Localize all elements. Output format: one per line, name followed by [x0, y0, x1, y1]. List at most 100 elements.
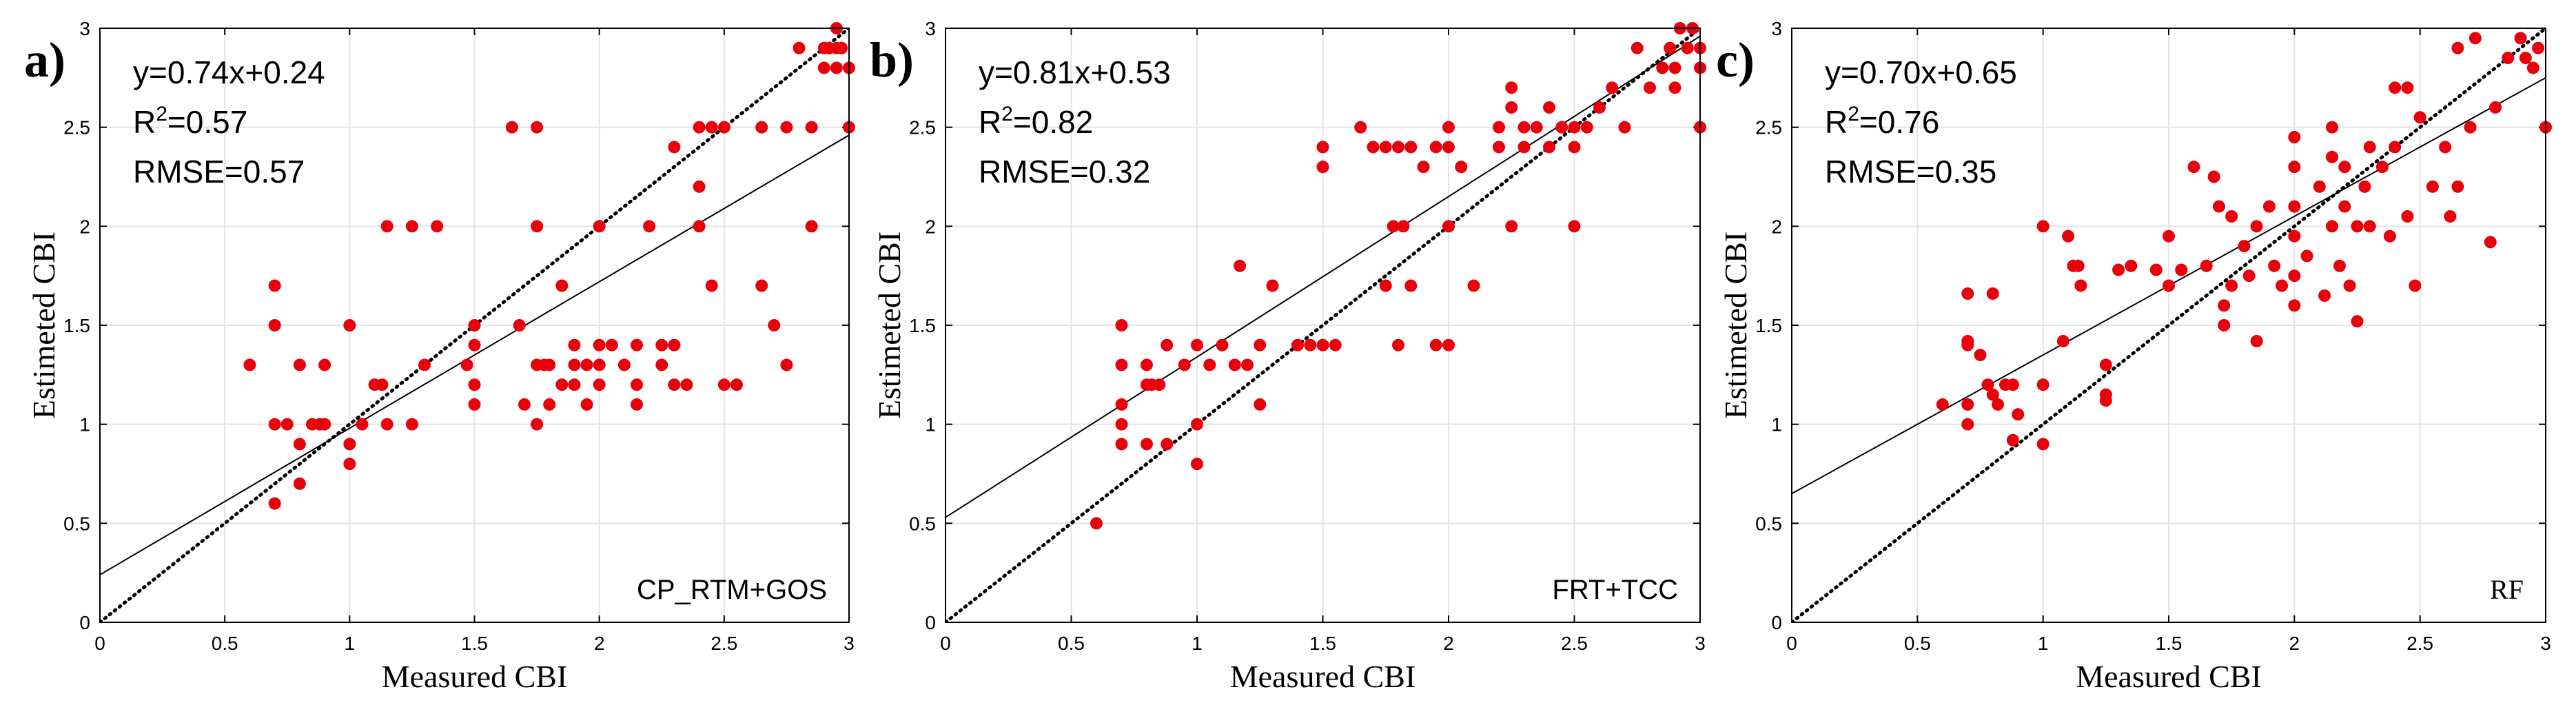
data-point	[655, 338, 668, 351]
data-point	[1442, 121, 1455, 134]
data-point	[1429, 141, 1442, 154]
x-axis-label: Measured CBI	[1230, 659, 1416, 694]
data-point	[1429, 338, 1442, 351]
data-point	[2444, 210, 2457, 223]
data-point	[793, 41, 806, 54]
y-tick-label: 1.5	[63, 315, 90, 336]
data-point	[1178, 358, 1191, 371]
y-tick-label: 2.5	[1755, 117, 1782, 139]
data-point	[1986, 388, 1999, 401]
data-point	[380, 418, 393, 431]
x-tick-label: 1	[1192, 633, 1203, 654]
data-point	[2409, 279, 2422, 292]
r-squared-value: =0.76	[1859, 104, 1939, 140]
data-point	[2532, 41, 2545, 54]
data-point	[1517, 121, 1531, 134]
data-point	[460, 358, 473, 371]
data-point	[2268, 259, 2281, 272]
data-point	[1291, 338, 1304, 351]
data-point	[580, 358, 593, 371]
panel-label: b)	[870, 32, 914, 88]
r-squared-symbol: R	[1825, 104, 1848, 140]
data-point	[1442, 338, 1455, 351]
data-point	[1681, 41, 1694, 54]
data-point	[2502, 52, 2515, 65]
data-point	[1568, 121, 1581, 134]
data-point	[780, 121, 793, 134]
data-point	[2351, 315, 2364, 328]
r-squared-superscript: 2	[1001, 103, 1013, 125]
data-point	[680, 378, 693, 391]
data-point	[268, 418, 281, 431]
data-point	[1191, 338, 1203, 351]
data-point	[2225, 210, 2238, 223]
data-point	[1228, 358, 1241, 371]
data-point	[2036, 438, 2049, 451]
x-tick-label: 1	[345, 633, 356, 654]
y-tick-label: 1.5	[909, 315, 936, 336]
data-point	[2468, 32, 2482, 45]
data-point	[605, 338, 618, 351]
data-point	[1161, 338, 1174, 351]
data-point	[805, 121, 818, 134]
data-point	[2112, 263, 2125, 276]
data-point	[2276, 279, 2289, 292]
data-point	[1961, 398, 1974, 411]
data-point	[1505, 220, 1518, 233]
y-tick-label: 2.5	[63, 117, 90, 139]
data-point	[2401, 81, 2414, 94]
x-tick-label: 0.5	[212, 633, 238, 654]
data-point	[593, 338, 606, 351]
y-tick-label: 2	[925, 216, 936, 237]
data-point	[693, 220, 706, 233]
data-point	[2326, 150, 2339, 163]
equation-text: y=0.70x+0.65	[1825, 54, 2017, 90]
data-point	[2242, 269, 2256, 283]
data-point	[1115, 438, 1128, 451]
data-point	[1115, 418, 1128, 431]
data-point	[293, 438, 306, 451]
data-point	[1329, 338, 1342, 351]
data-point	[405, 220, 418, 233]
data-point	[2489, 101, 2502, 114]
panel-b: 0 0.5 1 1.5 2 2.5 300.511.522.53y=0.81x+0.53R2…	[870, 18, 1706, 694]
data-point	[1493, 121, 1505, 134]
data-point	[2288, 269, 2301, 283]
x-tick-label: 1.5	[2156, 633, 2183, 654]
data-point	[817, 61, 830, 74]
data-point	[2451, 41, 2464, 54]
data-point	[1354, 121, 1367, 134]
data-point	[1191, 418, 1203, 431]
y-tick-label: 0.5	[909, 513, 936, 534]
data-point	[717, 121, 730, 134]
data-point	[830, 61, 843, 74]
data-point	[1505, 101, 1518, 114]
data-point	[2288, 229, 2301, 243]
rmse-text: RMSE=0.32	[979, 154, 1150, 190]
data-point	[1555, 121, 1568, 134]
y-axis-label: Estimeted CBI	[872, 232, 907, 419]
data-point	[2262, 200, 2276, 213]
x-tick-label: 3	[1695, 633, 1706, 654]
axes-box	[945, 28, 1701, 623]
y-tick-label: 1	[1771, 414, 1782, 436]
data-point	[2313, 180, 2326, 193]
data-point	[468, 319, 481, 331]
y-tick-label: 0.5	[1755, 513, 1782, 534]
data-point	[568, 378, 581, 391]
data-point	[318, 418, 331, 431]
data-point	[2338, 161, 2351, 174]
y-tick-label: 2	[79, 216, 90, 237]
data-point	[1115, 358, 1128, 371]
regression-line	[100, 134, 849, 575]
data-point	[2175, 263, 2188, 276]
data-point	[1161, 438, 1174, 451]
data-point	[1404, 141, 1418, 154]
data-point	[617, 358, 631, 371]
data-point	[2036, 220, 2049, 233]
data-point	[531, 418, 544, 431]
data-point	[1606, 81, 1619, 94]
data-point	[1974, 349, 1987, 362]
axes-box	[99, 28, 850, 623]
